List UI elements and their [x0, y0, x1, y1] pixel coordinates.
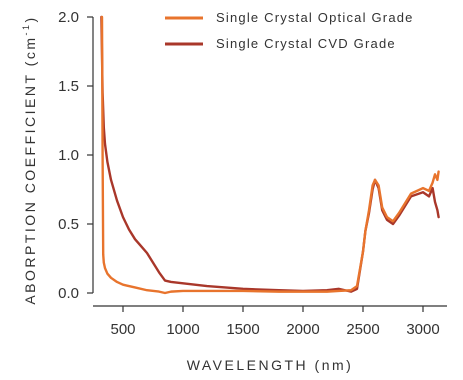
legend: Single Crystal Optical Grade Single Crys…	[165, 10, 414, 51]
y-axis-title-close: )	[22, 15, 38, 22]
y-axis-title-main: ABORPTION COEFFICIENT (cm	[22, 36, 38, 305]
x-tick-label: 2500	[346, 321, 379, 338]
x-tick-label: 2000	[286, 321, 319, 338]
y-axis-title-superscript: -1	[21, 23, 31, 36]
y-axis-title: ABORPTION COEFFICIENT (cm-1)	[21, 15, 38, 304]
series-line-optical-grade	[100, 15, 440, 295]
plot-area	[92, 17, 447, 307]
x-tick-label: 500	[110, 321, 135, 338]
x-tick-label: 1000	[166, 321, 199, 338]
legend-label-cvd: Single Crystal CVD Grade	[216, 36, 396, 51]
x-tick-label: 3000	[406, 321, 439, 338]
y-tick-label: 2.0	[58, 9, 79, 26]
legend-label-optical: Single Crystal Optical Grade	[216, 10, 414, 25]
x-tick-label: 1500	[226, 321, 259, 338]
y-tick-label: 1.5	[58, 78, 79, 95]
series-lines	[100, 15, 440, 295]
y-axis-ticks: 0.0 0.5 1.0 1.5 2.0	[58, 9, 93, 302]
legend-item-cvd: Single Crystal CVD Grade	[165, 36, 396, 51]
y-tick-label: 0.0	[58, 285, 79, 302]
x-axis-ticks: 500 1000 1500 2000 2500 3000	[110, 306, 440, 338]
legend-item-optical: Single Crystal Optical Grade	[165, 10, 414, 25]
series-line-cvd-grade	[100, 15, 440, 293]
x-axis-title: WAVELENGTH (nm)	[187, 357, 354, 373]
y-tick-label: 0.5	[58, 216, 79, 233]
y-tick-label: 1.0	[58, 147, 79, 164]
